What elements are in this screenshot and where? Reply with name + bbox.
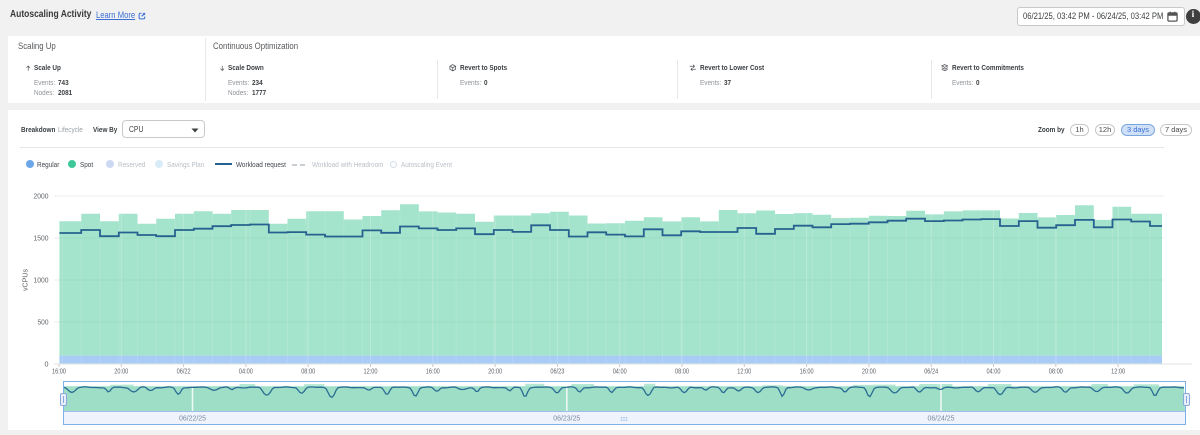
svg-text:20:00: 20:00 xyxy=(862,369,876,376)
svg-text:20:00: 20:00 xyxy=(488,369,502,376)
svg-text:06/23: 06/23 xyxy=(550,369,564,376)
svg-text:06/24/25: 06/24/25 xyxy=(928,414,955,423)
svg-text:04:00: 04:00 xyxy=(987,369,1001,376)
svg-text:08:00: 08:00 xyxy=(675,369,689,376)
svg-text:1000: 1000 xyxy=(34,277,49,284)
svg-text:06/23/25: 06/23/25 xyxy=(553,414,580,423)
svg-text:12:00: 12:00 xyxy=(1111,369,1125,376)
svg-text:2000: 2000 xyxy=(34,193,49,200)
svg-text:16:00: 16:00 xyxy=(52,369,66,376)
svg-text:06/22: 06/22 xyxy=(177,369,191,376)
svg-text:20:00: 20:00 xyxy=(114,369,128,376)
svg-text:0: 0 xyxy=(45,361,49,368)
svg-text:06/22/25: 06/22/25 xyxy=(179,414,206,423)
svg-text:16:00: 16:00 xyxy=(426,369,440,376)
svg-text:1500: 1500 xyxy=(34,235,49,242)
svg-text:06/24: 06/24 xyxy=(924,369,938,376)
svg-text:08:00: 08:00 xyxy=(1049,369,1063,376)
svg-text:04:00: 04:00 xyxy=(613,369,627,376)
svg-text:08:00: 08:00 xyxy=(301,369,315,376)
svg-text:04:00: 04:00 xyxy=(239,369,253,376)
svg-text:vCPUs: vCPUs xyxy=(23,268,30,291)
svg-text:12:00: 12:00 xyxy=(364,369,378,376)
svg-text:500: 500 xyxy=(38,319,49,326)
svg-text:16:00: 16:00 xyxy=(800,369,814,376)
svg-text:12:00: 12:00 xyxy=(737,369,751,376)
